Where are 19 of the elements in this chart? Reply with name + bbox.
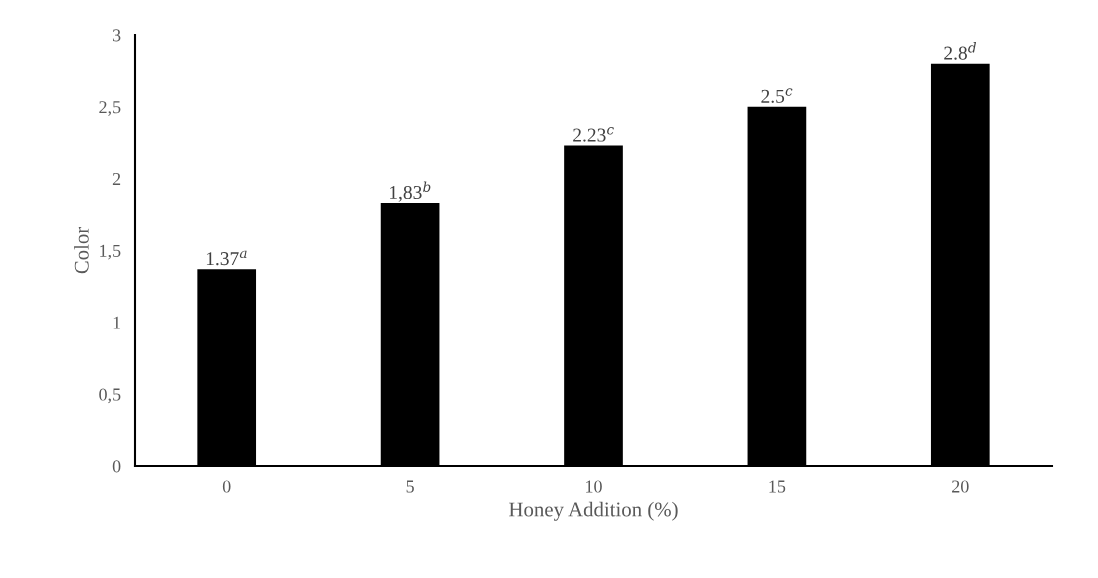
- y-tick-label: 0,5: [99, 388, 121, 404]
- data-label: 2.8$^{d}$: [944, 42, 977, 60]
- x-tick-label: 5: [406, 480, 414, 493]
- x-tick-label: 20: [952, 480, 969, 493]
- x-axis-title: Honey Addition (%): [509, 501, 678, 521]
- x-tick-label: 0: [222, 480, 231, 493]
- data-label: 2.5$^{c}$: [761, 88, 793, 103]
- x-tick-label: 10: [586, 480, 602, 493]
- y-tick-label: 1,5: [100, 244, 121, 260]
- y-axis-title: Color: [74, 226, 89, 274]
- y-tick-label: 2: [112, 172, 121, 185]
- y-tick-label: 1: [113, 316, 121, 329]
- x-tick-label: 15: [769, 480, 786, 493]
- data-label: 2.23$^{c}$: [573, 127, 614, 142]
- y-tick-label: 3: [112, 29, 121, 42]
- y-tick-label: 2,5: [99, 101, 121, 116]
- y-tick-label: 0: [112, 460, 121, 473]
- data-label: 1,83$^{b}$: [390, 181, 431, 202]
- data-label: 1.37$^{a}$: [206, 250, 247, 266]
